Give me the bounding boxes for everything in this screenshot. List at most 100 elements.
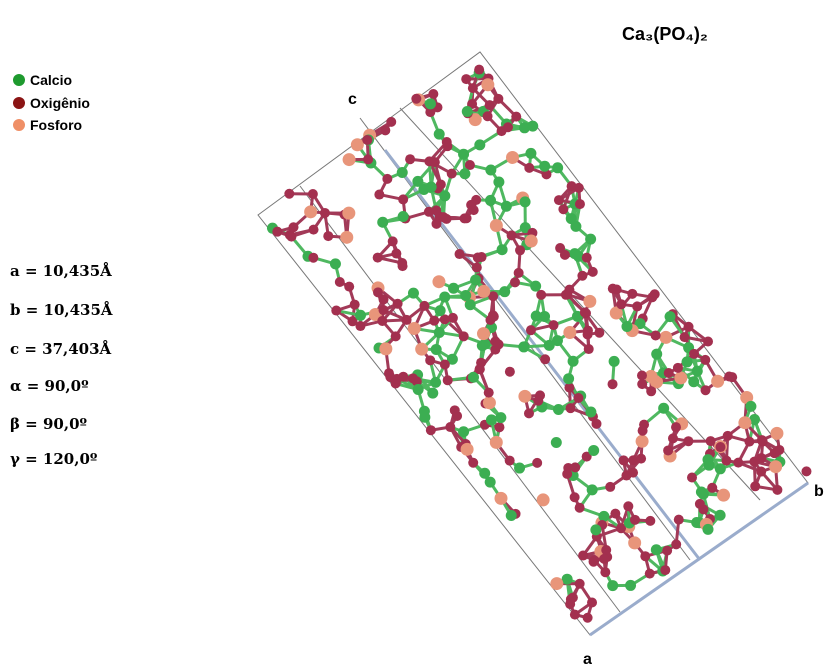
legend-marker — [13, 97, 25, 109]
atom — [455, 249, 465, 259]
atom — [426, 425, 436, 435]
atom — [397, 167, 408, 178]
atom — [577, 271, 587, 281]
atom — [563, 326, 576, 339]
atom — [583, 329, 593, 339]
atom — [485, 100, 495, 110]
atom — [424, 156, 434, 166]
atom — [566, 403, 576, 413]
atom — [707, 483, 717, 493]
atom — [733, 458, 743, 468]
atom — [461, 74, 471, 84]
atom — [501, 201, 512, 212]
atom — [460, 213, 470, 223]
atom — [580, 307, 590, 317]
atom — [272, 227, 282, 237]
atom — [340, 231, 353, 244]
atom — [499, 286, 510, 297]
atom — [503, 122, 513, 132]
atom — [497, 244, 508, 255]
atom — [585, 234, 596, 245]
atom — [660, 565, 670, 575]
atom — [484, 388, 494, 398]
atom — [481, 78, 494, 91]
atom — [485, 165, 496, 176]
atom — [715, 442, 725, 452]
atom — [284, 189, 294, 199]
atom — [524, 163, 534, 173]
atom — [537, 493, 550, 506]
atom — [477, 340, 488, 351]
atom — [308, 189, 318, 199]
atom — [684, 322, 694, 332]
atom — [664, 368, 674, 378]
atom — [588, 445, 599, 456]
atom — [659, 331, 672, 344]
atom — [431, 219, 441, 229]
atom — [680, 332, 690, 342]
atom — [458, 149, 469, 160]
atom — [477, 327, 490, 340]
atom — [344, 282, 354, 292]
atom — [373, 287, 383, 297]
atom — [772, 485, 782, 495]
atom — [532, 458, 542, 468]
atom — [474, 139, 485, 150]
atom — [442, 137, 452, 147]
atom — [440, 360, 450, 370]
atom — [605, 482, 615, 492]
atom — [590, 524, 601, 535]
atom — [462, 106, 473, 117]
atom — [628, 455, 638, 465]
atom — [628, 468, 638, 478]
title: Ca₃(PO₄)₂ — [622, 24, 708, 44]
atom — [483, 111, 493, 121]
atom — [750, 481, 760, 491]
atom — [587, 597, 597, 607]
atom — [363, 154, 373, 164]
atom — [382, 174, 392, 184]
atom — [589, 555, 599, 565]
atom — [419, 412, 430, 423]
atom — [411, 94, 421, 104]
parameter: a = 10,435Å — [10, 262, 112, 280]
atom — [756, 467, 766, 477]
atom — [585, 406, 596, 417]
atom — [461, 443, 474, 456]
atom — [687, 473, 697, 483]
atom — [485, 195, 496, 206]
atom — [749, 457, 759, 467]
atom — [621, 321, 632, 332]
atom — [628, 536, 641, 549]
atom — [582, 253, 592, 263]
atom — [459, 331, 469, 341]
atom — [413, 384, 424, 395]
atom — [304, 205, 317, 218]
axis-label: b — [814, 483, 824, 500]
atom — [505, 456, 515, 466]
atom — [424, 207, 434, 217]
atom — [309, 225, 319, 235]
atom — [494, 422, 504, 432]
atom — [774, 445, 784, 455]
atom — [515, 245, 525, 255]
atom — [377, 316, 387, 326]
atom — [398, 261, 408, 271]
atom — [468, 458, 478, 468]
atom — [801, 466, 811, 476]
atom — [727, 372, 737, 382]
atom — [674, 515, 684, 525]
atom — [574, 183, 584, 193]
atom — [591, 419, 601, 429]
atom — [533, 396, 543, 406]
atom — [688, 376, 699, 387]
atom — [468, 83, 478, 93]
atom — [391, 331, 401, 341]
atom — [568, 356, 579, 367]
atom — [460, 290, 471, 301]
atom — [379, 342, 392, 355]
atom — [490, 219, 503, 232]
atom — [706, 436, 716, 446]
atom — [570, 610, 580, 620]
atom — [609, 356, 620, 367]
